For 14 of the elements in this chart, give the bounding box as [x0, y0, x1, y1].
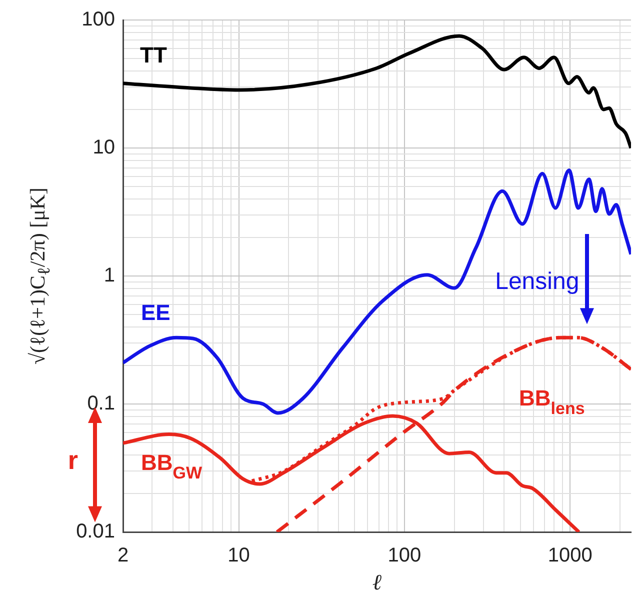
annotation: Lensing	[495, 268, 580, 296]
x-tick-label: 100	[388, 544, 422, 567]
y-tick-label: 100	[82, 8, 115, 31]
y-tick-label: 1	[104, 264, 115, 287]
y-tick-label: 0.1	[87, 392, 115, 415]
x-axis-title: ℓ	[372, 570, 382, 595]
y-tick-label: 0.01	[76, 520, 115, 543]
text: r	[68, 444, 78, 476]
series-label: TT	[140, 42, 168, 68]
x-tick-label: 1000	[548, 544, 592, 567]
y-tick-label: 10	[92, 136, 115, 159]
x-tick-label: 10	[228, 544, 250, 567]
series-label: EE	[141, 300, 170, 325]
x-tick-label: 2	[117, 544, 129, 567]
